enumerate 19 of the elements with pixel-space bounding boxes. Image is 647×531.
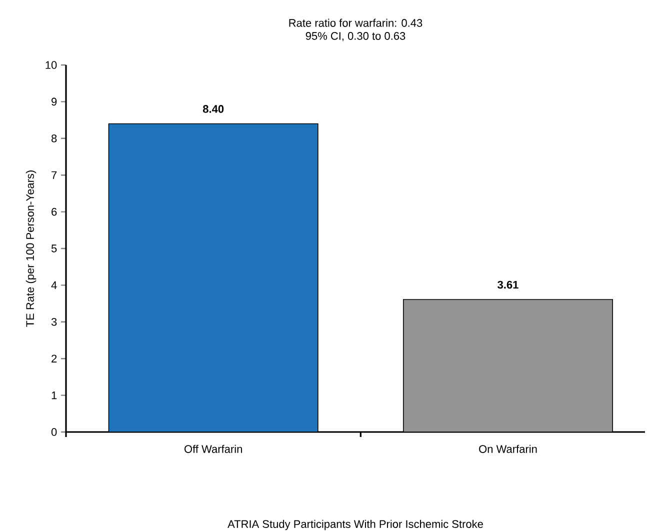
- y-tick-label: 3: [51, 318, 57, 326]
- y-tick-label: 7: [52, 171, 57, 179]
- chart-title: Rate ratio for warfarin: 0.43: [289, 18, 422, 27]
- y-tick-label: 8: [52, 134, 57, 142]
- y-tick-label: 1: [52, 392, 57, 400]
- y-tick-label: 0: [51, 428, 57, 436]
- y-tick-label: 5: [51, 244, 57, 252]
- y-tick-label: 6: [52, 208, 57, 216]
- y-tick-label: 2: [52, 354, 57, 362]
- text: ATRIA Study Participants With Prior Ischemic Stroke: [228, 520, 483, 530]
- y-axis-title: TE Rate (per 100 Person-Years): [26, 170, 36, 327]
- y-tick-label: 9: [52, 98, 57, 106]
- x-tick-label: On Warfarin: [479, 444, 537, 453]
- data-label: 3.61: [498, 280, 518, 289]
- chart-subtitle: 95% CI, 0.30 to 0.63: [306, 32, 406, 42]
- x-tick-label: Off Warfarin: [184, 444, 242, 453]
- y-tick-label: 4: [51, 281, 57, 289]
- y-tick-label: 10: [46, 61, 57, 69]
- data-label: 8.40: [202, 105, 224, 113]
